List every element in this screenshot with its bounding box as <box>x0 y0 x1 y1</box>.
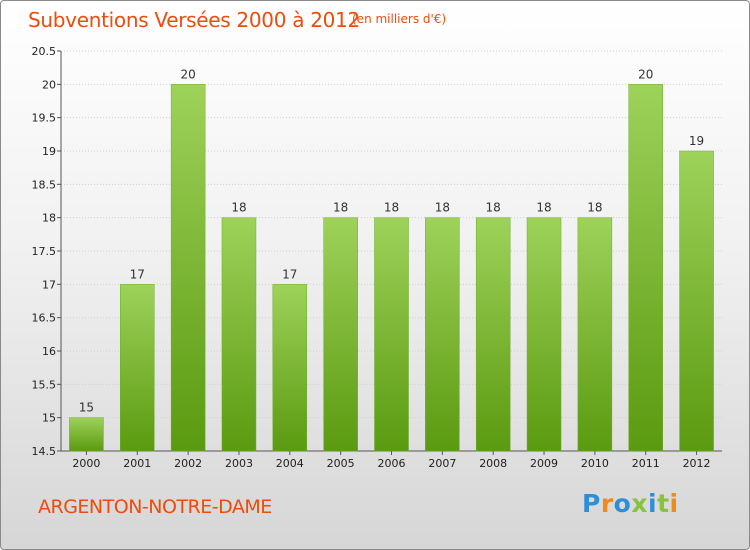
logo-letter: x <box>631 489 648 518</box>
bar-value-label: 18 <box>486 201 501 215</box>
logo-letter: t <box>657 489 670 518</box>
bar <box>374 217 409 452</box>
x-tick-label: 2002 <box>174 457 202 470</box>
y-tick-label: 16 <box>42 345 56 358</box>
bars <box>69 84 714 452</box>
bar <box>475 217 511 452</box>
bar-value-label: 20 <box>180 67 195 81</box>
y-tick-label: 16.5 <box>32 312 57 325</box>
y-tick-label: 17 <box>42 278 56 291</box>
x-tick-label: 2004 <box>276 457 304 470</box>
bar-value-label: 20 <box>638 67 653 81</box>
x-tick-label: 2011 <box>632 457 660 470</box>
bar-value-label: 17 <box>282 267 297 281</box>
bar <box>679 150 714 452</box>
logo-letter: i <box>669 489 679 518</box>
place-name: ARGENTON-NOTRE-DAME <box>38 496 272 518</box>
x-tick-label: 2001 <box>123 457 151 470</box>
chart-subtitle: (en milliers d'€) <box>352 12 447 26</box>
x-tick-label: 2005 <box>327 457 355 470</box>
bar <box>69 417 104 452</box>
x-tick-label: 2010 <box>581 457 609 470</box>
y-tick-label: 15.5 <box>32 378 57 391</box>
logo-letter: P <box>582 489 601 518</box>
bar-value-label: 18 <box>536 201 551 215</box>
x-tick-label: 2000 <box>72 457 100 470</box>
bar-value-label: 18 <box>384 201 399 215</box>
bar <box>323 217 358 452</box>
labels: 14.5 15 15.5 16 16.5 17 17.5 18 18.5 19 19.5 20 20.5… <box>32 45 711 470</box>
bar <box>120 284 155 452</box>
bar-value-label: 18 <box>587 201 602 215</box>
x-tick-label: 2003 <box>225 457 253 470</box>
bar-value-label: 18 <box>231 201 246 215</box>
bar-value-label: 17 <box>130 267 145 281</box>
bar-value-label: 15 <box>79 401 94 415</box>
bar-value-label: 18 <box>333 201 348 215</box>
proxiti-logo[interactable]: Proxiti <box>582 489 679 518</box>
bar <box>272 284 308 452</box>
bar <box>628 84 663 452</box>
bar <box>221 217 257 452</box>
y-tick-label: 17.5 <box>32 245 57 258</box>
bar <box>170 84 206 452</box>
y-tick-label: 19 <box>42 145 56 158</box>
bar <box>577 217 613 452</box>
bar <box>425 217 460 452</box>
bar-value-label: 18 <box>435 201 450 215</box>
y-tick-label: 15 <box>42 412 56 425</box>
x-tick-label: 2012 <box>683 457 711 470</box>
bar <box>526 217 562 452</box>
y-tick-label: 18 <box>42 212 56 225</box>
chart-title: Subventions Versées 2000 à 2012 <box>28 8 360 32</box>
y-tick-label: 18.5 <box>32 178 57 191</box>
y-tick-label: 20.5 <box>32 45 57 58</box>
x-tick-label: 2009 <box>530 457 558 470</box>
x-tick-label: 2008 <box>479 457 507 470</box>
logo-letter: o <box>613 489 632 518</box>
logo-letter: r <box>600 489 614 518</box>
x-tick-label: 2006 <box>378 457 406 470</box>
y-tick-label: 20 <box>42 78 56 91</box>
y-tick-label: 14.5 <box>32 445 57 458</box>
logo-letter: i <box>648 489 658 518</box>
y-tick-label: 19.5 <box>32 112 57 125</box>
bar-value-label: 19 <box>689 134 704 148</box>
x-tick-label: 2007 <box>428 457 456 470</box>
